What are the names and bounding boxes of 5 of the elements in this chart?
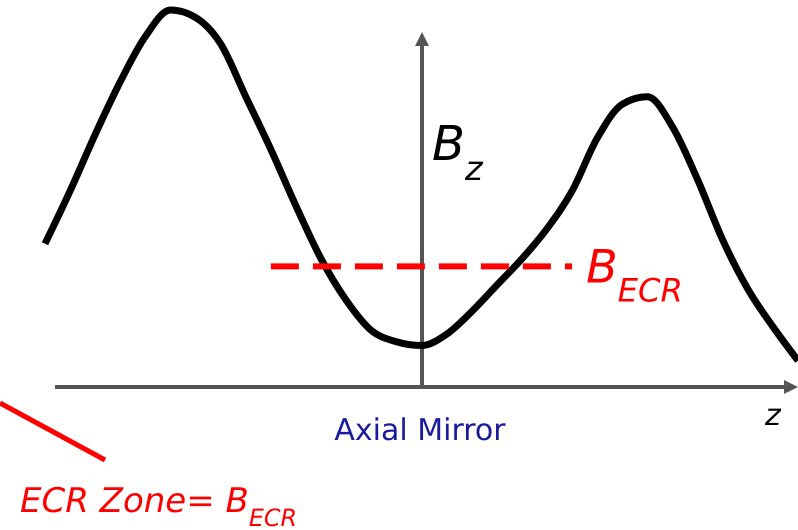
y-axis-title: B$_{z}$ [432,116,484,188]
text: Axial Mirror [334,413,506,448]
series-label: B$_{ECR}$ [586,239,683,310]
text: ECR Zone= B$_{ECR}$ [20,481,298,530]
x-axis-title: z [764,398,782,433]
